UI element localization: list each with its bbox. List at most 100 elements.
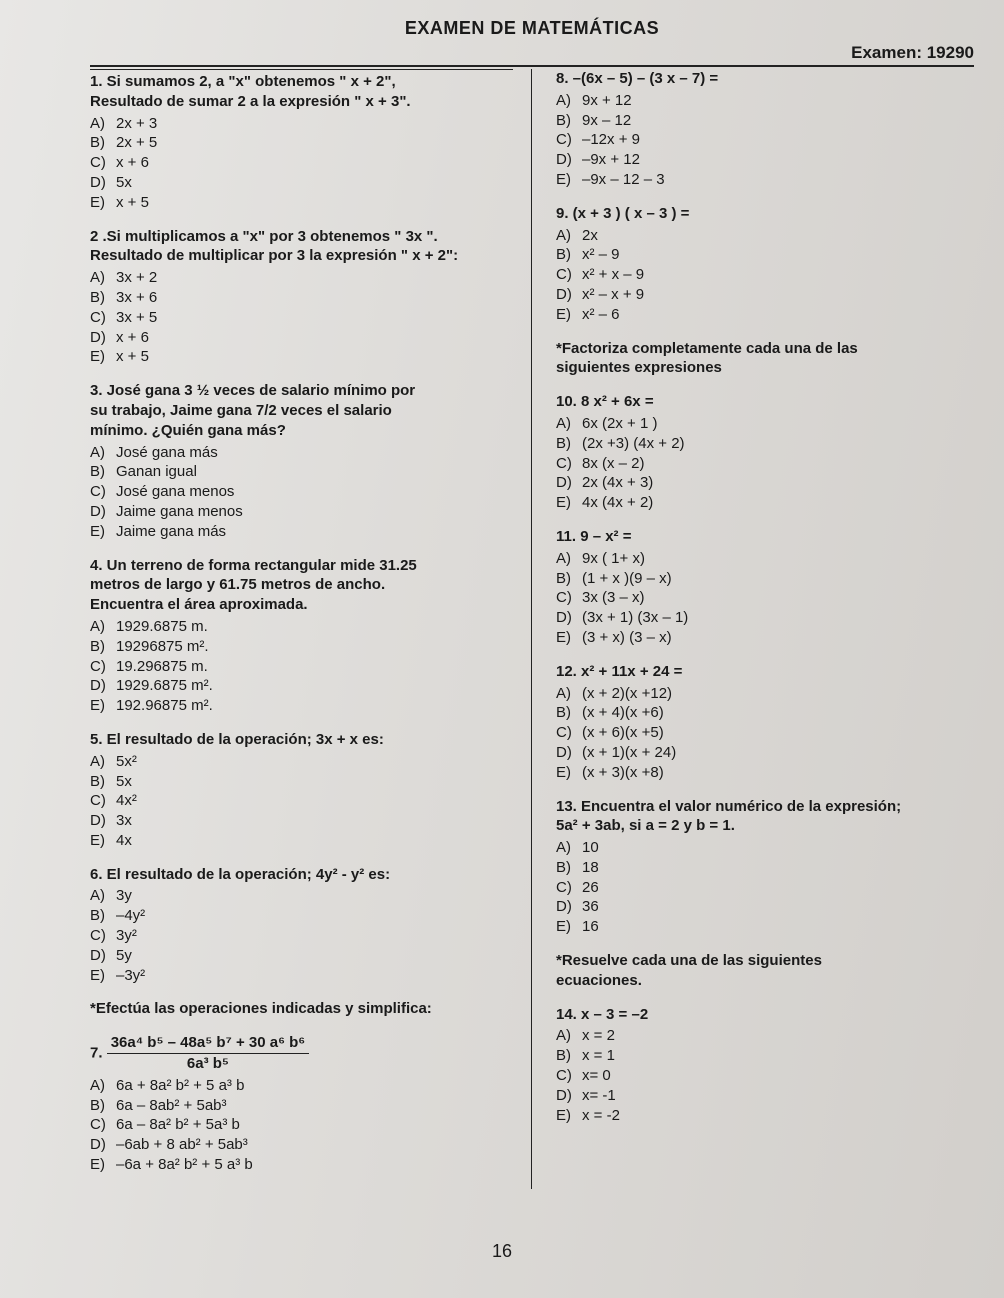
- question-10: 10. 8 x² + 6x = A)6x (2x + 1 ) B)(2x +3)…: [556, 392, 974, 513]
- q14-option-c: C)x= 0: [556, 1066, 974, 1086]
- option-text: x= 0: [582, 1066, 611, 1086]
- q6-stem: 6. El resultado de la operación; 4y² - y…: [90, 865, 513, 885]
- option-text: 6x (2x + 1 ): [582, 414, 657, 434]
- q13-option-c: C)26: [556, 878, 974, 898]
- option-letter: E): [90, 522, 116, 542]
- option-text: 5x: [116, 772, 132, 792]
- q9-option-a: A)2x: [556, 226, 974, 246]
- option-text: (1 + x )(9 – x): [582, 569, 672, 589]
- option-letter: A): [556, 91, 582, 111]
- option-letter: D): [90, 946, 116, 966]
- option-letter: C): [556, 723, 582, 743]
- q7-numerator: 36a⁴ b⁵ – 48a⁵ b⁷ + 30 a⁶ b⁶: [107, 1033, 310, 1054]
- option-letter: A): [90, 752, 116, 772]
- option-text: x + 5: [116, 193, 149, 213]
- option-text: 18: [582, 858, 599, 878]
- q7-option-e: E)–6a + 8a² b² + 5 a³ b: [90, 1155, 513, 1175]
- option-text: Jaime gana menos: [116, 502, 243, 522]
- question-6: 6. El resultado de la operación; 4y² - y…: [90, 865, 513, 986]
- option-text: Ganan igual: [116, 462, 197, 482]
- q7-stem: 7. 36a⁴ b⁵ – 48a⁵ b⁷ + 30 a⁶ b⁶ 6a³ b⁵: [90, 1033, 513, 1074]
- option-letter: D): [556, 150, 582, 170]
- option-text: 8x (x – 2): [582, 454, 645, 474]
- option-text: (x + 1)(x + 24): [582, 743, 676, 763]
- q7-option-c: C)6a – 8a² b² + 5a³ b: [90, 1115, 513, 1135]
- option-text: 2x + 5: [116, 133, 157, 153]
- option-letter: A): [556, 838, 582, 858]
- q12-option-a: A)(x + 2)(x +12): [556, 684, 974, 704]
- q8-option-b: B)9x – 12: [556, 111, 974, 131]
- q10-option-d: D)2x (4x + 3): [556, 473, 974, 493]
- option-letter: E): [90, 696, 116, 716]
- question-14: 14. x – 3 = –2 A)x = 2 B)x = 1 C)x= 0 D)…: [556, 1005, 974, 1126]
- q4-stem-line1: 4. Un terreno de forma rectangular mide …: [90, 556, 513, 576]
- option-letter: C): [556, 1066, 582, 1086]
- q7-option-d: D)–6ab + 8 ab² + 5ab³: [90, 1135, 513, 1155]
- option-letter: B): [90, 1096, 116, 1116]
- option-text: 19.296875 m.: [116, 657, 208, 677]
- option-text: –3y²: [116, 966, 145, 986]
- option-letter: C): [556, 878, 582, 898]
- q1-option-d: D)5x: [90, 173, 513, 193]
- option-letter: A): [90, 114, 116, 134]
- option-letter: B): [556, 703, 582, 723]
- q12-option-e: E)(x + 3)(x +8): [556, 763, 974, 783]
- content-columns: 1. Si sumamos 2, a "x" obtenemos " x + 2…: [90, 69, 974, 1189]
- q2-stem-line1: 2 .Si multiplicamos a "x" por 3 obtenemo…: [90, 227, 513, 247]
- option-letter: D): [556, 897, 582, 917]
- q12-stem: 12. x² + 11x + 24 =: [556, 662, 974, 682]
- option-text: x= -1: [582, 1086, 616, 1106]
- option-text: x = 1: [582, 1046, 615, 1066]
- q11-stem: 11. 9 – x² =: [556, 527, 974, 547]
- option-text: 1929.6875 m².: [116, 676, 213, 696]
- option-letter: E): [90, 347, 116, 367]
- option-text: 3y: [116, 886, 132, 906]
- option-letter: C): [556, 130, 582, 150]
- option-text: 5x: [116, 173, 132, 193]
- q8-stem: 8. –(6x – 5) – (3 x – 7) =: [556, 69, 974, 89]
- q11-option-c: C)3x (3 – x): [556, 588, 974, 608]
- option-text: x² – 6: [582, 305, 620, 325]
- option-text: –9x – 12 – 3: [582, 170, 665, 190]
- option-text: (x + 4)(x +6): [582, 703, 664, 723]
- q3-option-d: D)Jaime gana menos: [90, 502, 513, 522]
- option-text: x² + x – 9: [582, 265, 644, 285]
- q9-stem: 9. (x + 3 ) ( x – 3 ) =: [556, 204, 974, 224]
- q2-option-b: B)3x + 6: [90, 288, 513, 308]
- option-text: –9x + 12: [582, 150, 640, 170]
- q9-options: A)2x B)x² – 9 C)x² + x – 9 D)x² – x + 9 …: [556, 226, 974, 325]
- option-letter: E): [556, 1106, 582, 1126]
- option-letter: C): [90, 308, 116, 328]
- q7-lead: 7.: [90, 1045, 103, 1062]
- option-text: 3x: [116, 811, 132, 831]
- option-text: x + 5: [116, 347, 149, 367]
- question-8: 8. –(6x – 5) – (3 x – 7) = A)9x + 12 B)9…: [556, 69, 974, 190]
- q11-options: A)9x ( 1+ x) B)(1 + x )(9 – x) C)3x (3 –…: [556, 549, 974, 648]
- q12-options: A)(x + 2)(x +12) B)(x + 4)(x +6) C)(x + …: [556, 684, 974, 783]
- q4-options: A)1929.6875 m. B)19296875 m². C)19.29687…: [90, 617, 513, 716]
- option-letter: C): [556, 588, 582, 608]
- option-letter: B): [90, 906, 116, 926]
- option-text: Jaime gana más: [116, 522, 226, 542]
- q1-option-a: A)2x + 3: [90, 114, 513, 134]
- q8-options: A)9x + 12 B)9x – 12 C)–12x + 9 D)–9x + 1…: [556, 91, 974, 190]
- option-text: 3x + 2: [116, 268, 157, 288]
- option-letter: B): [90, 462, 116, 482]
- option-text: (x + 2)(x +12): [582, 684, 672, 704]
- q4-stem-line3: Encuentra el área aproximada.: [90, 595, 513, 615]
- q13-option-e: E)16: [556, 917, 974, 937]
- option-letter: E): [556, 917, 582, 937]
- option-letter: D): [90, 1135, 116, 1155]
- option-letter: A): [556, 1026, 582, 1046]
- option-letter: A): [90, 617, 116, 637]
- option-letter: E): [90, 193, 116, 213]
- q6-option-c: C)3y²: [90, 926, 513, 946]
- option-text: (x + 6)(x +5): [582, 723, 664, 743]
- q12-option-b: B)(x + 4)(x +6): [556, 703, 974, 723]
- q2-stem-line2: Resultado de multiplicar por 3 la expres…: [90, 246, 513, 266]
- q10-stem: 10. 8 x² + 6x =: [556, 392, 974, 412]
- q14-options: A)x = 2 B)x = 1 C)x= 0 D)x= -1 E)x = -2: [556, 1026, 974, 1125]
- q8-option-c: C)–12x + 9: [556, 130, 974, 150]
- q2-option-a: A)3x + 2: [90, 268, 513, 288]
- option-text: 1929.6875 m.: [116, 617, 208, 637]
